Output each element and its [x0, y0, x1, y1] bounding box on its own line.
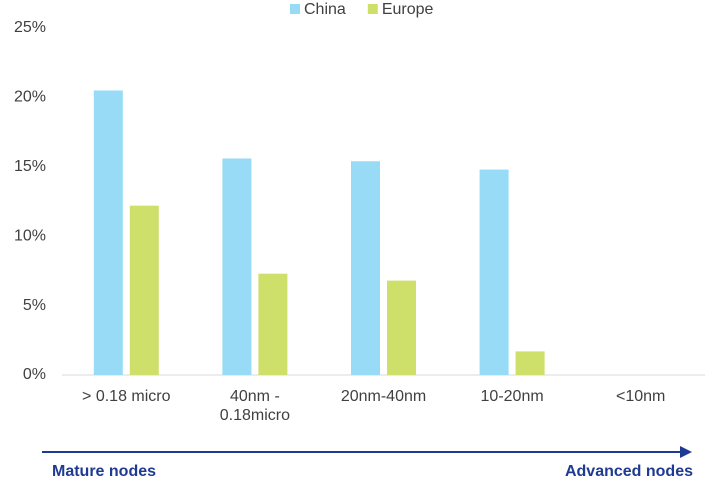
- bar: [515, 351, 545, 375]
- bar: [258, 273, 288, 375]
- legend-label: China: [304, 1, 346, 18]
- annotation: Advanced nodes: [565, 463, 693, 480]
- bar: [479, 169, 509, 375]
- bar: [222, 158, 252, 375]
- y-tick-label: 25%: [14, 19, 46, 36]
- bar: [93, 90, 123, 376]
- x-tick-label: 40nm - 0.18micro: [219, 388, 291, 424]
- x-tick-label: > 0.18 micro: [82, 388, 171, 405]
- y-tick-label: 15%: [14, 158, 46, 175]
- y-tick-label: 20%: [14, 89, 46, 106]
- y-tick-label: 10%: [14, 227, 46, 244]
- y-tick-label: 0%: [23, 366, 46, 383]
- legend-swatch: [367, 4, 378, 14]
- bar: [387, 280, 416, 375]
- annotation: Mature nodes: [52, 463, 156, 480]
- legend-swatch: [290, 4, 300, 14]
- arrow-head: [680, 446, 692, 458]
- x-tick-label: 20nm-40nm: [340, 388, 427, 405]
- x-tick-label: 10-20nm: [480, 388, 544, 405]
- legend-label: Europe: [382, 1, 434, 18]
- x-tick-label: <10nm: [616, 388, 666, 405]
- bar: [351, 161, 380, 375]
- bar: [129, 205, 159, 375]
- y-tick-label: 5%: [23, 297, 46, 314]
